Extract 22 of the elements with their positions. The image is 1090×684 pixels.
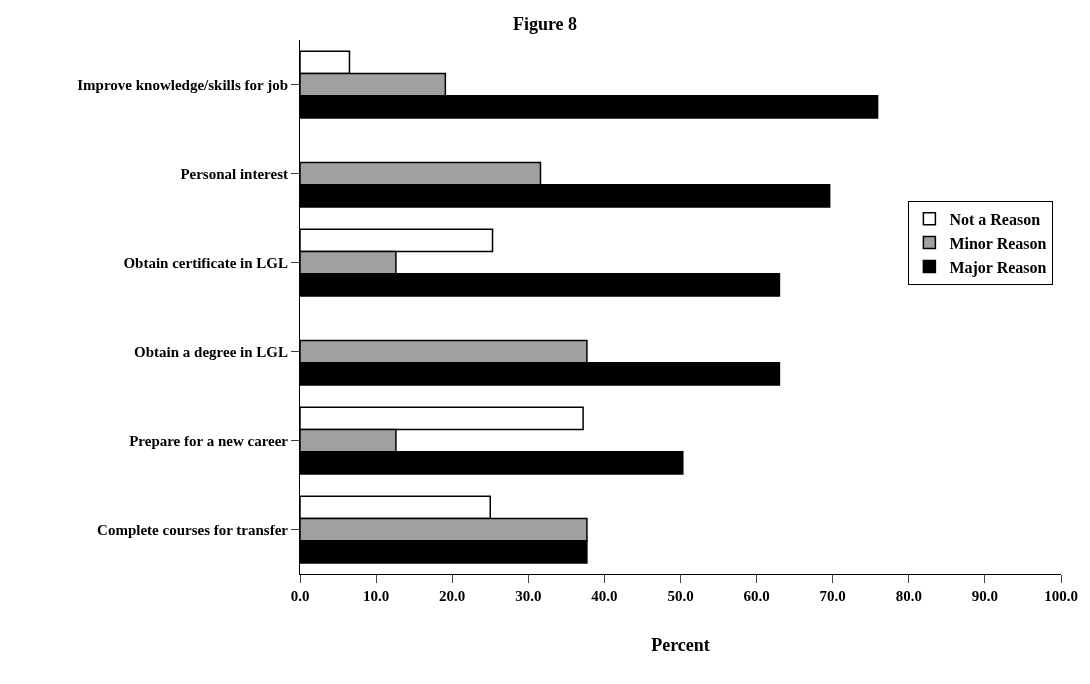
legend-label: Minor Reason (949, 234, 1047, 252)
x-tick-label: 100.0 (1044, 588, 1078, 604)
x-tick-label: 30.0 (515, 588, 542, 604)
y-tick-label: Improve knowledge/skills for job (77, 76, 288, 93)
x-tick-label: 0.0 (290, 588, 310, 604)
x-tick-label: 80.0 (895, 588, 922, 604)
x-tick-label: 50.0 (667, 588, 694, 604)
x-axis-title: Percent (651, 635, 710, 656)
y-tick-label: Obtain a degree in LGL (134, 343, 288, 360)
y-tick-label: Complete courses for transfer (97, 521, 289, 538)
x-tick-label: 40.0 (591, 588, 618, 604)
x-tick-label: 10.0 (362, 588, 390, 604)
legend-label: Major Reason (949, 258, 1047, 277)
legend-label: Not a Reason (949, 211, 1041, 229)
x-tick-label: 20.0 (439, 588, 466, 604)
x-tick-label: 70.0 (819, 588, 846, 604)
x-tick-label: 90.0 (971, 588, 999, 604)
x-tick-label: 60.0 (743, 588, 770, 604)
y-tick-label: Personal interest (180, 165, 288, 182)
y-tick-label: Obtain certificate in LGL (123, 254, 288, 271)
y-tick-label: Prepare for a new career (129, 432, 289, 449)
chart-title: Figure 8 (512, 13, 578, 34)
